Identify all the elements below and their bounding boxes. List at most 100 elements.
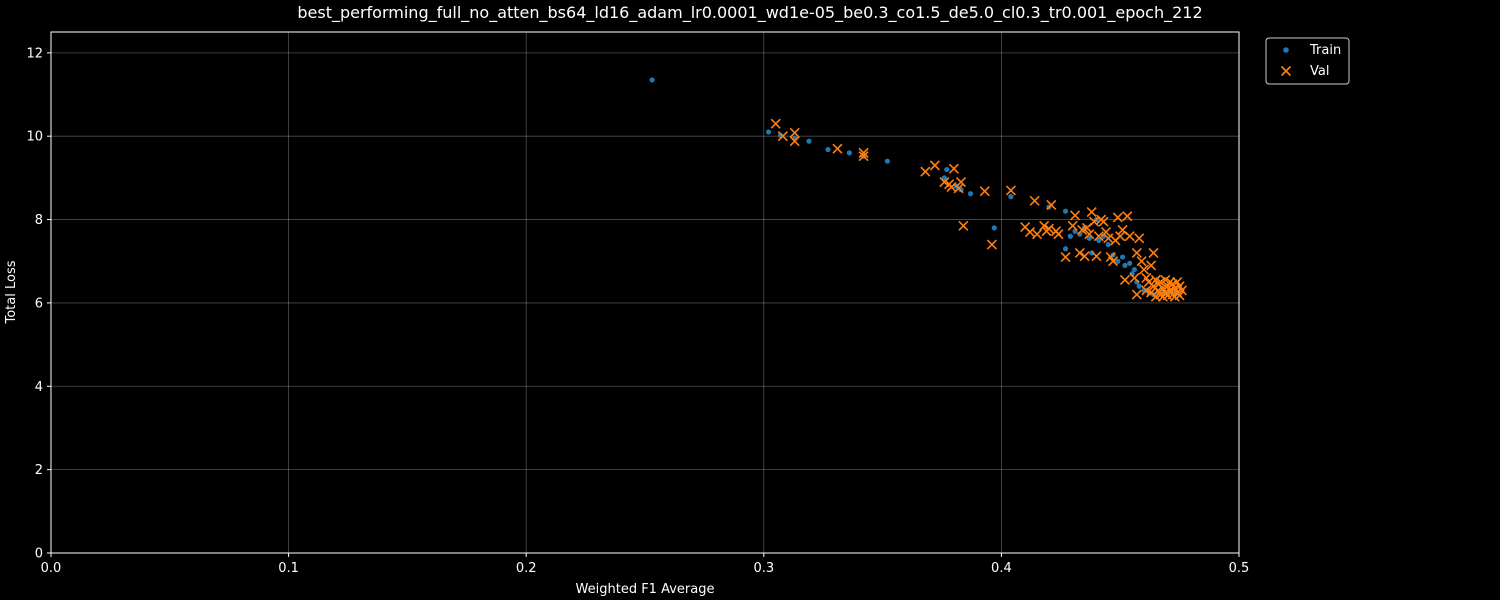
train-point: [1122, 262, 1128, 269]
y-tick-label: 8: [35, 213, 43, 228]
train-point: [1062, 208, 1069, 214]
legend-val-label: Val: [1310, 64, 1329, 79]
y-tick-label: 0: [35, 547, 43, 562]
val-point: [929, 160, 940, 171]
plot-area-frame: [50, 31, 1240, 554]
val-point: [1103, 233, 1114, 244]
val-point: [858, 151, 869, 162]
val-point: [958, 220, 969, 231]
val-point: [1100, 226, 1112, 238]
val-point: [1046, 199, 1057, 211]
val-point: [953, 183, 964, 194]
legend: Train Val: [1265, 37, 1350, 85]
train-point: [1067, 233, 1073, 239]
val-point: [1131, 247, 1142, 258]
x-tick-label: 0.0: [41, 561, 62, 576]
val-point: [986, 239, 997, 250]
train-point: [1062, 246, 1069, 252]
val-point: [770, 118, 781, 129]
val-point: [1148, 247, 1159, 258]
val-point: [1138, 264, 1150, 275]
train-point: [806, 138, 812, 144]
val-point: [789, 127, 800, 138]
legend-train-marker: [1283, 47, 1289, 53]
val-point: [1129, 272, 1140, 283]
val-point: [1112, 212, 1123, 223]
train-point: [765, 129, 772, 135]
x-tick-label: 0.1: [278, 561, 299, 576]
val-point: [1136, 256, 1147, 267]
y-tick-label: 4: [35, 380, 43, 395]
train-point: [941, 175, 947, 181]
train-point: [1115, 258, 1121, 264]
y-tick-label: 6: [35, 296, 43, 311]
val-point: [1122, 211, 1133, 222]
val-point: [1069, 210, 1081, 221]
val-point: [1043, 223, 1054, 234]
val-point: [1174, 290, 1185, 301]
y-tick-label: 2: [35, 463, 43, 478]
val-point: [1108, 256, 1119, 267]
train-point: [825, 146, 831, 153]
train-point: [1086, 235, 1092, 241]
val-point: [1134, 233, 1145, 244]
series-val: [770, 118, 1188, 302]
y-tick-label: 12: [26, 46, 43, 61]
train-point: [1105, 241, 1111, 248]
train-point: [846, 150, 852, 156]
val-point: [1119, 274, 1131, 286]
val-point: [832, 143, 843, 154]
y-tick-label: 10: [26, 130, 43, 145]
val-point: [1005, 185, 1016, 196]
train-point: [967, 191, 974, 197]
val-point: [1091, 251, 1102, 262]
val-point: [1074, 247, 1085, 258]
val-point: [1124, 231, 1135, 242]
val-point: [1093, 231, 1104, 242]
legend-val-marker: [1280, 65, 1292, 77]
val-point: [789, 136, 800, 147]
train-point: [991, 225, 997, 231]
val-point: [858, 147, 869, 158]
x-axis-label: Weighted F1 Average: [576, 582, 715, 597]
train-point: [1096, 237, 1102, 243]
val-point: [1131, 289, 1142, 300]
val-point: [1053, 229, 1064, 240]
val-point: [1084, 229, 1095, 240]
val-point: [1039, 220, 1050, 231]
data-points: [649, 77, 1188, 302]
val-point: [1067, 220, 1078, 231]
val-point: [1115, 231, 1126, 242]
chart-title: best_performing_full_no_atten_bs64_ld16_…: [297, 3, 1202, 23]
train-point: [1131, 266, 1138, 273]
val-point: [1024, 226, 1035, 238]
val-point: [979, 186, 990, 197]
train-point: [1136, 283, 1142, 289]
val-point: [777, 131, 788, 142]
x-tick-label: 0.2: [516, 561, 537, 576]
train-point: [649, 77, 655, 83]
train-point: [1089, 250, 1095, 256]
val-point: [1146, 260, 1157, 271]
train-point: [944, 166, 950, 173]
val-point: [1079, 251, 1090, 262]
val-point: [1088, 216, 1100, 227]
val-point: [1031, 229, 1043, 240]
val-point: [920, 166, 931, 177]
x-tick-label: 0.5: [1229, 561, 1250, 576]
train-point: [1119, 254, 1126, 260]
val-point: [1098, 216, 1109, 227]
val-point: [1086, 206, 1097, 218]
train-point: [884, 158, 890, 164]
train-point: [1127, 260, 1133, 266]
x-tick-label: 0.3: [753, 561, 774, 576]
axis-ticks: 0.0 0.1 0.2 0.3 0.4 0.5 0 2 4 6 8 10 12: [26, 46, 1249, 576]
x-tick-label: 0.4: [991, 561, 1012, 576]
train-point: [1008, 194, 1014, 200]
val-point: [955, 176, 967, 188]
val-point: [1029, 195, 1040, 206]
val-point: [948, 163, 959, 174]
y-axis-label: Total Loss: [4, 260, 19, 324]
